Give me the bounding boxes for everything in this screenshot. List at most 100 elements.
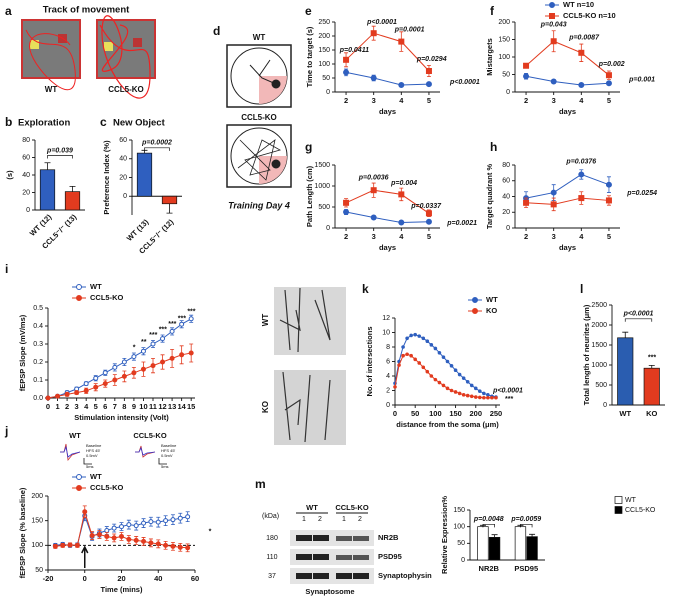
marker [494, 395, 498, 400]
series-line [47, 318, 192, 399]
marker [473, 386, 478, 391]
bar [526, 536, 538, 561]
marker [482, 391, 486, 396]
series-line [525, 40, 610, 76]
x-tick-label: 7 [113, 402, 117, 411]
marker [398, 191, 405, 198]
chart-title: New Object [113, 118, 166, 129]
panel-letter: f [490, 4, 495, 18]
x-tick-label: 60 [191, 574, 199, 583]
annotation: p=0.001 [628, 77, 655, 84]
y-tick-label: 150 [31, 518, 43, 525]
annotation: p<0.0001 [492, 387, 523, 394]
x-tick-label: 250 [490, 409, 503, 418]
blot-group: WT [306, 503, 318, 512]
trace-legend-text: 0.5mV [86, 453, 98, 458]
photo-label: CCL5-KO [108, 85, 144, 94]
annotation: *** [158, 326, 166, 333]
marker [170, 517, 176, 523]
photo-label: WT [45, 85, 58, 94]
series-line [345, 32, 430, 72]
marker [163, 518, 169, 524]
marker [472, 308, 478, 314]
marker [417, 361, 422, 365]
marker [160, 336, 166, 342]
bar [477, 526, 489, 561]
marker [163, 542, 169, 548]
marker [405, 336, 409, 341]
marker [155, 519, 161, 525]
marker [425, 81, 432, 88]
marker [437, 380, 442, 385]
y-tick-label: 0 [26, 207, 30, 214]
bar [39, 169, 56, 211]
y-tick-label: 2 [386, 387, 390, 394]
x-tick-label: 5 [94, 402, 98, 411]
marker [605, 181, 612, 188]
marker [421, 365, 426, 370]
x-tick-label: 11 [149, 402, 157, 411]
marker [343, 209, 350, 216]
y-tick-label: 40 [502, 193, 510, 200]
series-line [394, 334, 497, 398]
y-tick-label: 150 [453, 507, 465, 514]
panel-letter: e [305, 4, 312, 18]
marker [76, 474, 82, 480]
series-line [525, 173, 610, 199]
y-tick-label: 100 [498, 54, 510, 61]
maze-label: CCL5-KO [241, 113, 277, 122]
y-tick-label: 40 [119, 156, 127, 163]
marker [112, 377, 118, 383]
x-tick-label: 5 [607, 232, 611, 241]
marker [490, 395, 494, 400]
panel-letter: b [5, 115, 12, 129]
marker [185, 514, 191, 520]
legend-label: CCL5-KO n=10 [563, 11, 616, 20]
marker [453, 390, 458, 394]
marker [111, 525, 117, 531]
blot-lane: 1 [342, 516, 346, 523]
blot-marker: 110 [266, 554, 277, 561]
marker [170, 543, 176, 549]
y-axis-label: Preference Index (%) [102, 140, 111, 215]
y-tick-label: 500 [318, 204, 330, 211]
y-tick-label: 80 [22, 137, 30, 144]
y-tick-label: 0.4 [33, 323, 43, 330]
marker [473, 395, 478, 399]
x-tick-label: 12 [158, 402, 166, 411]
y-tick-label: 50 [322, 75, 330, 82]
legend-label: CCL5-KO [90, 483, 123, 492]
annotation: p=0.043 [540, 22, 567, 29]
marker [140, 348, 146, 354]
marker [425, 339, 430, 344]
x-tick-label: 1 [55, 402, 59, 411]
x-tick-label: 4 [579, 232, 584, 241]
x-tick-label: PSD95 [514, 564, 538, 573]
x-tick-label: 10 [139, 402, 147, 411]
annotation: p=0.004 [390, 180, 417, 187]
annotation: p=0.0294 [416, 56, 447, 63]
y-tick-label: 150 [498, 36, 510, 43]
marker [169, 355, 175, 361]
legend-label: WT [625, 497, 637, 504]
x-tick-label: KO [646, 409, 657, 418]
annotation: p=0.0087 [568, 35, 600, 42]
annotation: *** [648, 355, 656, 362]
marker [523, 199, 530, 206]
marker [401, 353, 405, 358]
marker [177, 515, 183, 521]
panel-letter: h [490, 140, 497, 154]
annotation: p=0.0021 [446, 220, 477, 227]
x-tick-label: 3 [75, 402, 79, 411]
marker [141, 520, 147, 526]
marker [433, 377, 438, 382]
y-axis-label: Total length of neurites (μm) [582, 304, 591, 405]
y-tick-label: 10 [382, 329, 390, 336]
annotation: * [133, 344, 136, 351]
y-tick-label: 20 [502, 209, 510, 216]
series-line [525, 75, 609, 86]
track-photo [21, 15, 156, 99]
series-line [345, 189, 430, 214]
trace-legend-text: HFS 45' [161, 448, 176, 453]
marker [425, 369, 430, 374]
